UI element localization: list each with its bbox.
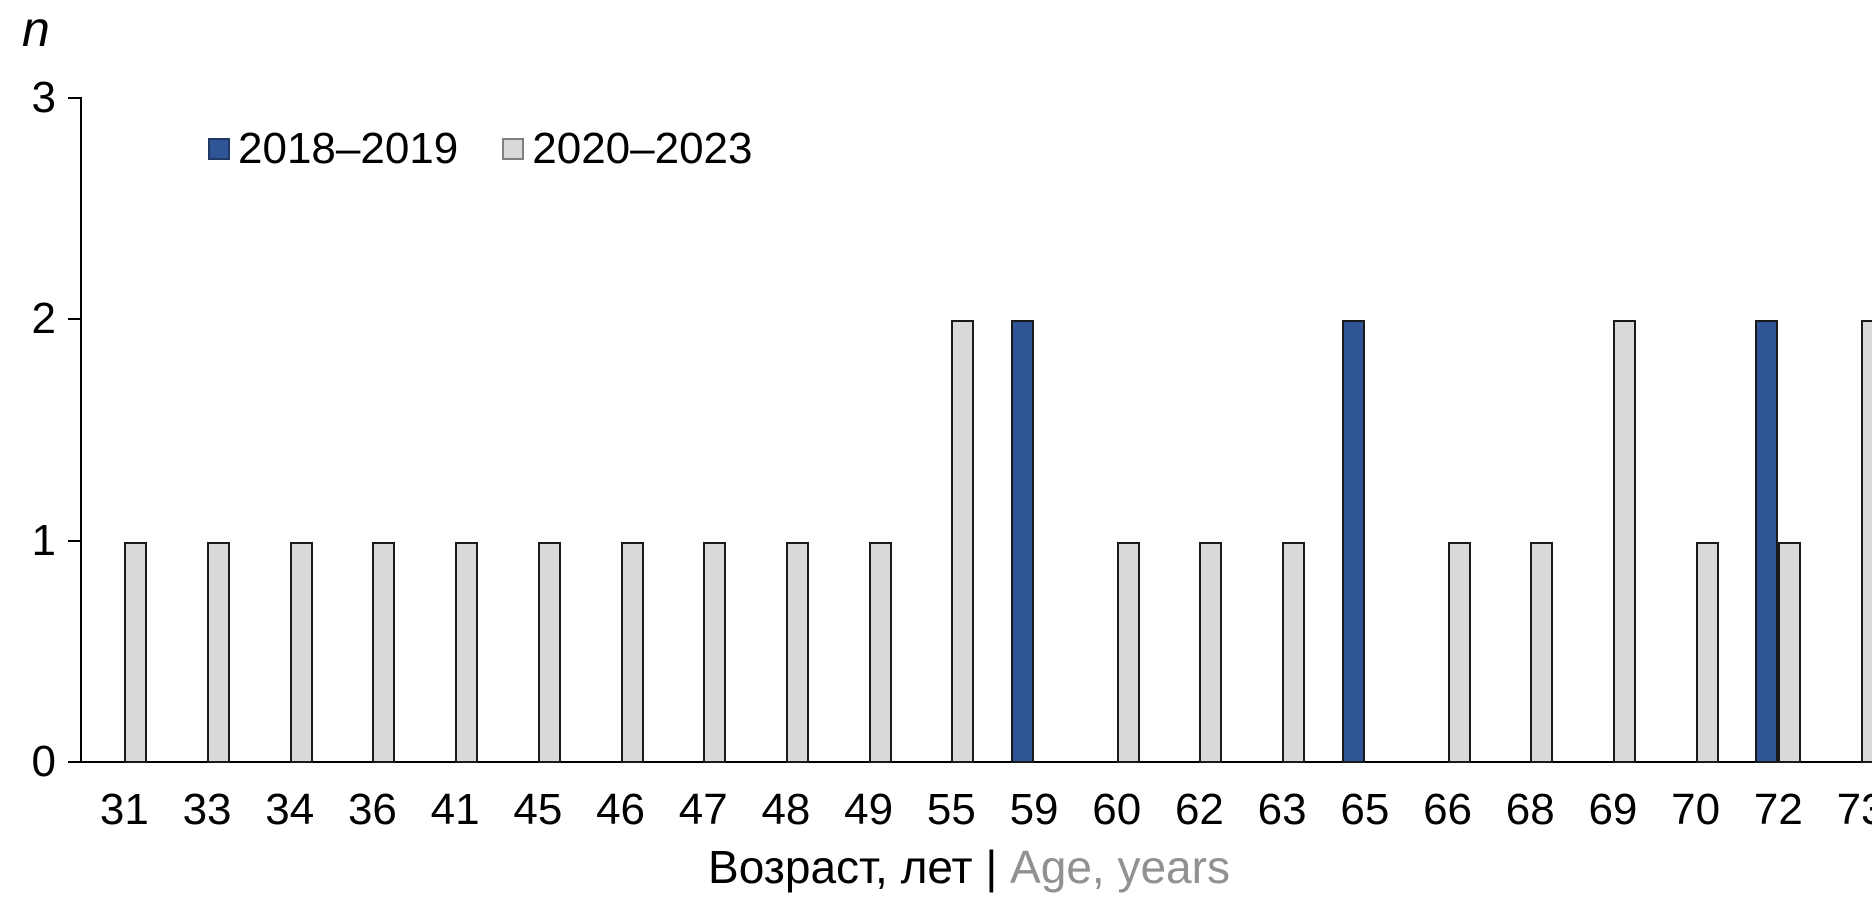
x-axis-title-separator: | xyxy=(972,841,1011,893)
bar-2020-2023-age-73 xyxy=(1861,320,1872,763)
bar-2020-2023-age-47 xyxy=(703,541,727,763)
legend-swatch-2018-2019 xyxy=(208,138,230,160)
x-tick-label: 46 xyxy=(596,785,646,834)
x-tick-label: 68 xyxy=(1505,785,1555,834)
bar-2020-2023-age-41 xyxy=(455,541,479,763)
x-tick-label: 72 xyxy=(1753,785,1803,834)
x-tick-label: 47 xyxy=(678,785,728,834)
y-tick-mark xyxy=(68,761,82,763)
y-tick-label: 2 xyxy=(31,294,56,344)
bar-2020-2023-age-34 xyxy=(289,541,313,763)
bar-2020-2023-age-33 xyxy=(207,541,231,763)
x-axis-title-russian: Возраст, лет xyxy=(708,841,973,893)
bar-2020-2023-age-70 xyxy=(1695,541,1719,763)
bar-2020-2023-age-72 xyxy=(1778,541,1802,763)
bar-2020-2023-age-68 xyxy=(1530,541,1554,763)
bar-2020-2023-age-49 xyxy=(868,541,892,763)
y-tick-label: 0 xyxy=(31,737,56,786)
x-tick-label: 48 xyxy=(761,785,811,834)
bar-2020-2023-age-48 xyxy=(785,541,809,763)
y-tick-mark xyxy=(68,318,82,321)
x-tick-label: 33 xyxy=(182,785,232,834)
x-tick-label: 69 xyxy=(1588,785,1638,834)
bar-2020-2023-age-36 xyxy=(372,541,396,763)
bar-2018-2019-age-59 xyxy=(1011,320,1035,763)
x-tick-label: 36 xyxy=(347,785,397,834)
x-tick-label: 55 xyxy=(926,785,976,834)
y-tick-mark xyxy=(68,97,82,99)
x-tick-label: 31 xyxy=(99,785,149,834)
y-tick-label: 3 xyxy=(31,73,56,122)
x-tick-label: 63 xyxy=(1257,785,1307,834)
x-tick-label: 70 xyxy=(1671,785,1721,834)
x-tick-label: 60 xyxy=(1092,785,1142,834)
legend-label-2018-2019: 2018–2019 xyxy=(238,124,459,173)
x-tick-label: 49 xyxy=(844,785,894,834)
legend-label-2020-2023: 2020–2023 xyxy=(532,124,753,173)
x-axis-title-english: Age, years xyxy=(1010,841,1230,893)
bar-2020-2023-age-66 xyxy=(1447,541,1471,763)
bar-2020-2023-age-31 xyxy=(124,541,148,763)
y-tick-label: 1 xyxy=(31,515,56,565)
bar-2020-2023-age-69 xyxy=(1612,320,1636,763)
legend: 2018–2019 2020–2023 xyxy=(208,124,753,174)
x-tick-label: 62 xyxy=(1174,785,1224,834)
x-tick-label: 66 xyxy=(1423,785,1473,834)
legend-swatch-2020-2023 xyxy=(502,138,525,160)
bar-2020-2023-age-46 xyxy=(620,541,644,763)
x-tick-label: 34 xyxy=(265,785,315,834)
x-tick-label: 41 xyxy=(430,785,480,834)
bar-2020-2023-age-45 xyxy=(537,541,561,763)
bar-2020-2023-age-63 xyxy=(1282,541,1306,763)
x-tick-label: 59 xyxy=(1009,785,1059,834)
y-axis-line xyxy=(80,97,82,763)
y-tick-mark xyxy=(68,539,82,542)
bar-2018-2019-age-72 xyxy=(1755,320,1779,763)
y-axis-title: n xyxy=(22,1,50,57)
bar-2020-2023-age-60 xyxy=(1116,541,1140,763)
x-axis-title: Возраст, лет | Age, years xyxy=(708,842,1230,892)
bar-2018-2019-age-65 xyxy=(1341,320,1365,763)
bar-2020-2023-age-62 xyxy=(1199,541,1223,763)
x-tick-label: 45 xyxy=(513,785,563,834)
bar-2020-2023-age-55 xyxy=(951,320,975,763)
x-tick-label: 73 xyxy=(1836,785,1872,834)
x-tick-label: 65 xyxy=(1340,785,1390,834)
